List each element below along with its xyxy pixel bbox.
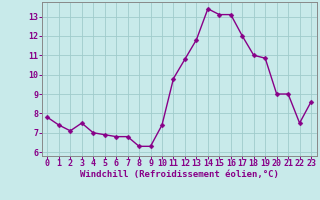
X-axis label: Windchill (Refroidissement éolien,°C): Windchill (Refroidissement éolien,°C) [80,170,279,179]
